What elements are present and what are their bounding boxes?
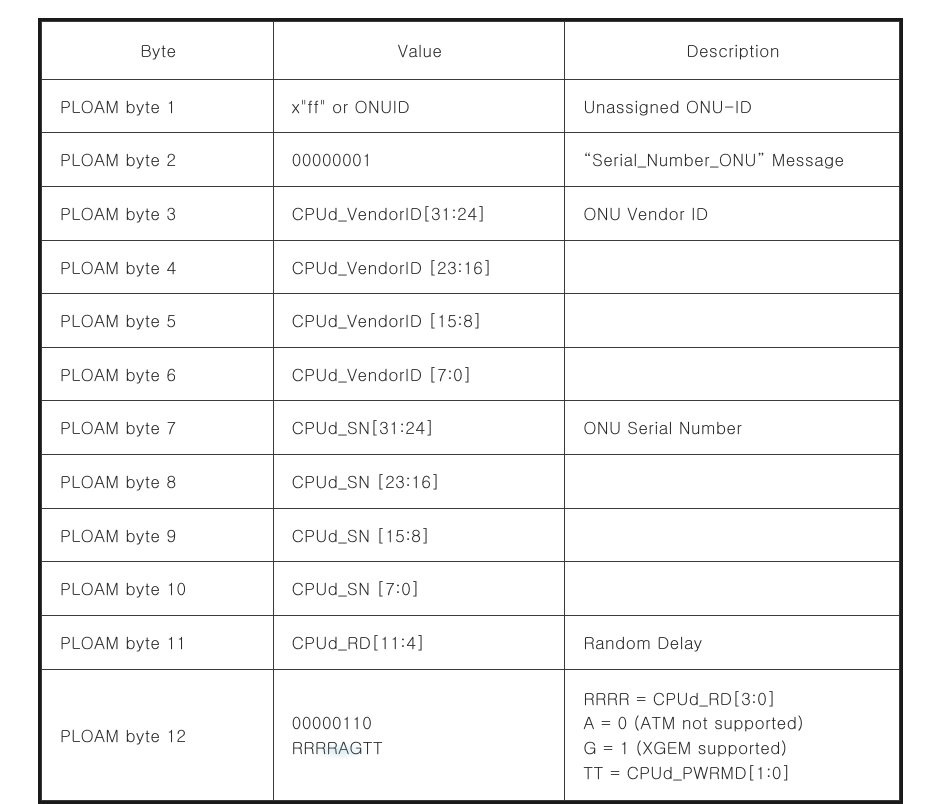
cell-byte: PLOAM byte 5 (42, 294, 274, 348)
desc-line: RRRR = CPUd_RD[3:0] (583, 686, 883, 711)
table-frame: Byte Value Description PLOAM byte 1 x"ff… (38, 18, 903, 804)
cell-value: 00000001 (273, 133, 565, 187)
cell-byte: PLOAM byte 1 (42, 79, 274, 133)
desc-line: G = 1 (XGEM supported) (583, 735, 883, 760)
cell-value: CPUd_SN [15:8] (273, 508, 565, 562)
table-row: PLOAM byte 12 00000110 RRRRAGTT RRRR = C… (42, 669, 900, 801)
table-row: PLOAM byte 10 CPUd_SN [7:0] (42, 562, 900, 616)
cell-value: CPUd_SN [23:16] (273, 455, 565, 509)
table-row: PLOAM byte 7 CPUd_SN[31:24] ONU Serial N… (42, 401, 900, 455)
cell-description (565, 562, 900, 616)
cell-byte: PLOAM byte 3 (42, 186, 274, 240)
cell-description (565, 347, 900, 401)
cell-value: CPUd_VendorID [7:0] (273, 347, 565, 401)
table-row: PLOAM byte 8 CPUd_SN [23:16] (42, 455, 900, 509)
cell-description: ONU Vendor ID (565, 186, 900, 240)
table-row: PLOAM byte 5 CPUd_VendorID [15:8] (42, 294, 900, 348)
table-row: PLOAM byte 3 CPUd_VendorID[31:24] ONU Ve… (42, 186, 900, 240)
cell-description: RRRR = CPUd_RD[3:0] A = 0 (ATM not suppo… (565, 669, 900, 801)
col-header-description: Description (565, 22, 900, 80)
cell-value: CPUd_RD[11:4] (273, 616, 565, 670)
cell-value: 00000110 RRRRAGTT (273, 669, 565, 801)
table-row: PLOAM byte 2 00000001 “Serial_Number_ONU… (42, 133, 900, 187)
cell-description: Unassigned ONU-ID (565, 79, 900, 133)
cell-value: CPUd_VendorID[31:24] (273, 186, 565, 240)
cell-byte: PLOAM byte 9 (42, 508, 274, 562)
value-line: 00000110 (292, 710, 549, 735)
value-line: RRRRAGTT (292, 735, 549, 760)
cell-value: CPUd_VendorID [23:16] (273, 240, 565, 294)
cell-value: CPUd_SN [7:0] (273, 562, 565, 616)
cell-byte: PLOAM byte 10 (42, 562, 274, 616)
cell-description (565, 294, 900, 348)
cell-description: Random Delay (565, 616, 900, 670)
cell-value: CPUd_SN[31:24] (273, 401, 565, 455)
cell-value: CPUd_VendorID [15:8] (273, 294, 565, 348)
desc-line: A = 0 (ATM not supported) (583, 710, 883, 735)
table-row: PLOAM byte 11 CPUd_RD[11:4] Random Delay (42, 616, 900, 670)
cell-byte: PLOAM byte 8 (42, 455, 274, 509)
desc-line: TT = CPUd_PWRMD[1:0] (583, 760, 883, 785)
cell-description: “Serial_Number_ONU” Message (565, 133, 900, 187)
cell-byte: PLOAM byte 11 (42, 616, 274, 670)
cell-byte: PLOAM byte 2 (42, 133, 274, 187)
table-row: PLOAM byte 4 CPUd_VendorID [23:16] (42, 240, 900, 294)
col-header-byte: Byte (42, 22, 274, 80)
cell-description: ONU Serial Number (565, 401, 900, 455)
cell-byte: PLOAM byte 7 (42, 401, 274, 455)
table-row: PLOAM byte 9 CPUd_SN [15:8] (42, 508, 900, 562)
table-header-row: Byte Value Description (42, 22, 900, 80)
col-header-value: Value (273, 22, 565, 80)
table-row: PLOAM byte 1 x"ff" or ONUID Unassigned O… (42, 79, 900, 133)
cell-byte: PLOAM byte 4 (42, 240, 274, 294)
table-row: PLOAM byte 6 CPUd_VendorID [7:0] (42, 347, 900, 401)
cell-description (565, 508, 900, 562)
cell-value: x"ff" or ONUID (273, 79, 565, 133)
cell-description (565, 240, 900, 294)
cell-description (565, 455, 900, 509)
ploam-table: Byte Value Description PLOAM byte 1 x"ff… (41, 21, 900, 801)
cell-byte: PLOAM byte 6 (42, 347, 274, 401)
cell-byte: PLOAM byte 12 (42, 669, 274, 801)
